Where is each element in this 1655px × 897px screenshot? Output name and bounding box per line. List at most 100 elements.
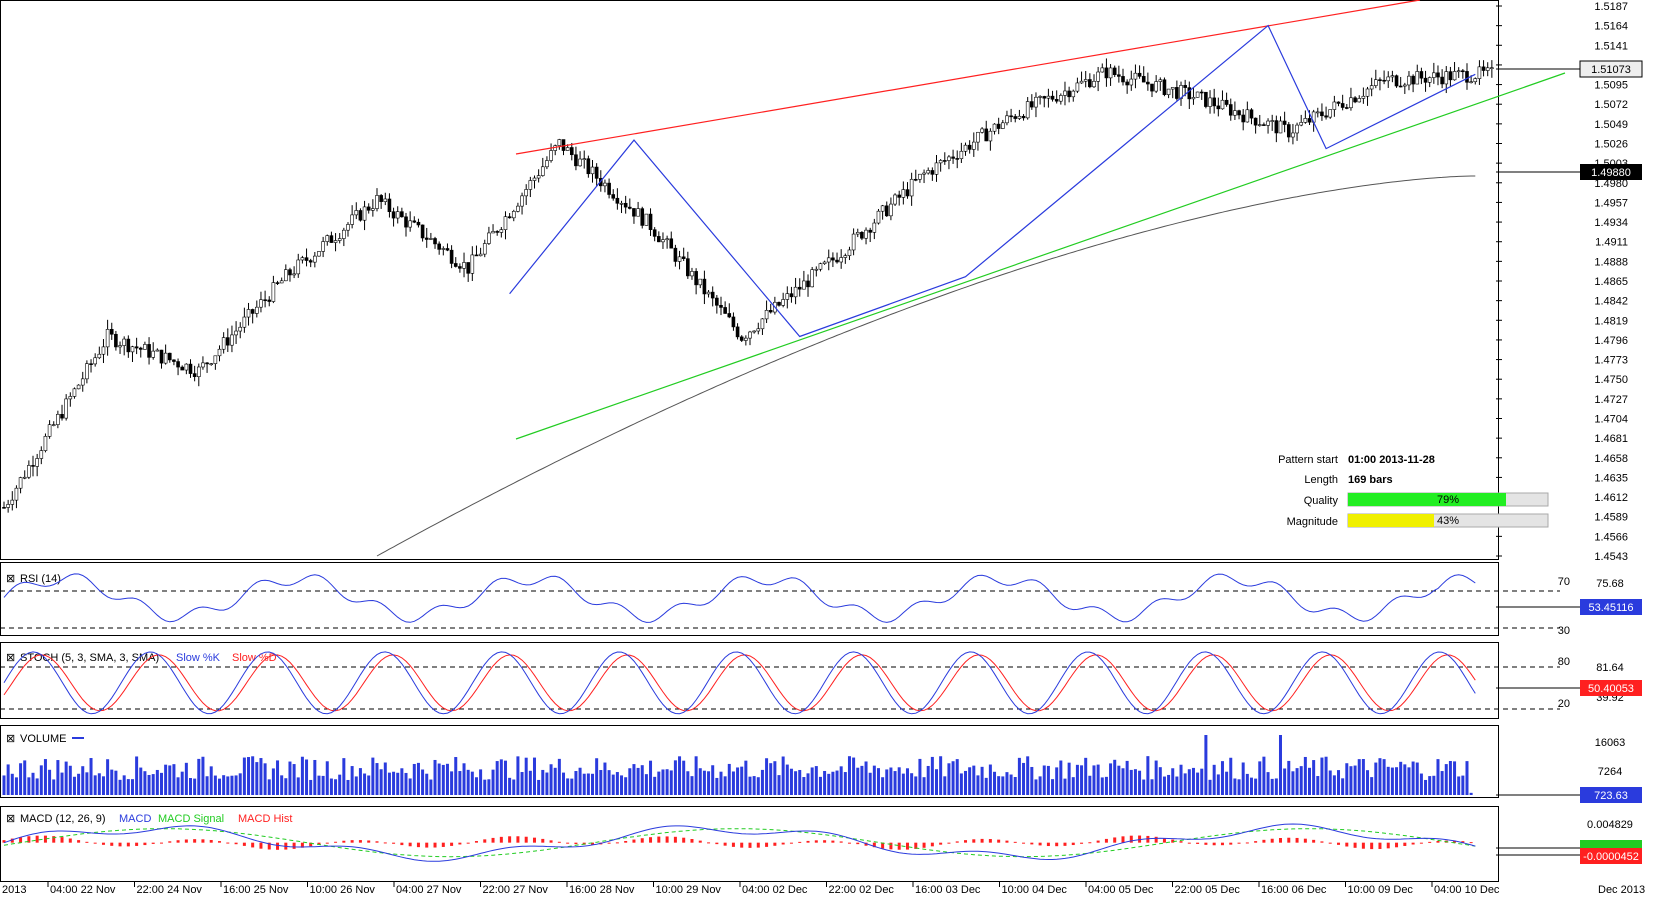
volume-bar [1158,767,1162,795]
candle [263,290,267,308]
macd-hist-bar [317,842,321,845]
volume-bar [97,773,101,795]
candle [429,232,433,241]
candle [1481,60,1486,77]
macd-hist-bar [60,837,64,843]
volume-bar [1075,764,1079,795]
x-axis-label: 04:00 10 Dec [1434,884,1500,896]
volume-bar [466,769,470,795]
volume-bar [964,770,968,795]
candle [669,231,674,249]
pattern-length-label: Length [1304,474,1338,486]
macd-hist-bar [68,838,72,843]
candle [342,227,346,247]
macd-hist-bar [897,842,901,850]
candle [209,362,214,366]
volume-bar [441,764,445,795]
candle [1257,114,1262,127]
macd-hist-bar [798,841,802,843]
candle [1034,92,1038,118]
candle [959,142,964,163]
macd-hist-bar [458,842,462,845]
candle [851,228,856,256]
volume-bar [296,777,300,795]
volume-bar [205,776,209,795]
volume-bar [760,769,764,795]
macd-hist-bar [118,842,122,847]
volume-bar [781,756,785,795]
macd-hist-bar [1071,842,1075,846]
macd-hist-bar [723,842,727,846]
price-tick-label: 1.4543 [1594,551,1628,563]
rsi-tick: 75.68 [1596,578,1624,590]
volume-bar [939,756,943,795]
volume-bar [1428,776,1432,795]
candle [1154,75,1158,94]
volume-bar [661,769,665,795]
volume-bar [1353,765,1357,795]
candle [636,201,640,217]
volume-bar [101,776,105,795]
candle [76,384,81,390]
volume-bar [1332,775,1336,795]
candle [404,212,408,237]
macd-hist-bar [1428,841,1432,843]
candle [1436,65,1440,86]
candle [416,218,421,228]
macd-hist-bar [1419,842,1423,844]
volume-bar [715,777,719,795]
rsi-title: RSI (14) [20,573,61,585]
candle [681,247,686,262]
candle [1357,95,1362,103]
volume-bar [1415,762,1419,795]
candle [934,154,939,182]
volume-bar [607,770,611,795]
candle [238,322,243,339]
volume-bar [528,770,532,795]
candle [1270,114,1274,131]
volume-bar [914,776,918,795]
volume-bar [1453,761,1457,795]
volume-bar [694,756,698,795]
volume-bar [926,765,930,795]
volume-bar [636,767,640,795]
volume-bar [503,760,507,795]
macd-hist-bar [201,839,205,843]
volume-bar [976,775,980,795]
volume-bar [984,777,988,795]
candle [511,209,516,222]
volume-bar [810,767,814,795]
candle [201,356,205,370]
volume-bar [387,772,391,795]
volume-bar [876,768,880,795]
macd-hist-bar [483,839,487,843]
candle [155,348,160,352]
candle [1299,114,1304,127]
candle [80,371,85,392]
volume-bar [1403,764,1407,795]
candle [980,127,984,134]
trendlines [515,0,1566,440]
volume-bar [106,759,110,795]
volume-bar [823,770,827,795]
volume-bar [48,769,52,795]
volume-bar [852,757,856,795]
macd-hist-bar [607,842,611,844]
candle [1274,115,1279,143]
candle [346,222,350,237]
volume-bar [193,778,197,795]
candle [118,341,122,354]
volume-bar [1295,768,1299,795]
volume-bar [702,770,706,795]
candle [839,249,843,269]
volume-bar [234,775,238,795]
macd-hist-bar [1220,842,1224,846]
candle [375,188,379,212]
candle [1403,82,1407,94]
candle [184,363,189,375]
zigzag-line [509,24,1476,338]
candle [996,117,1001,135]
candle [379,194,383,209]
candle [292,266,296,279]
candle [230,325,234,353]
